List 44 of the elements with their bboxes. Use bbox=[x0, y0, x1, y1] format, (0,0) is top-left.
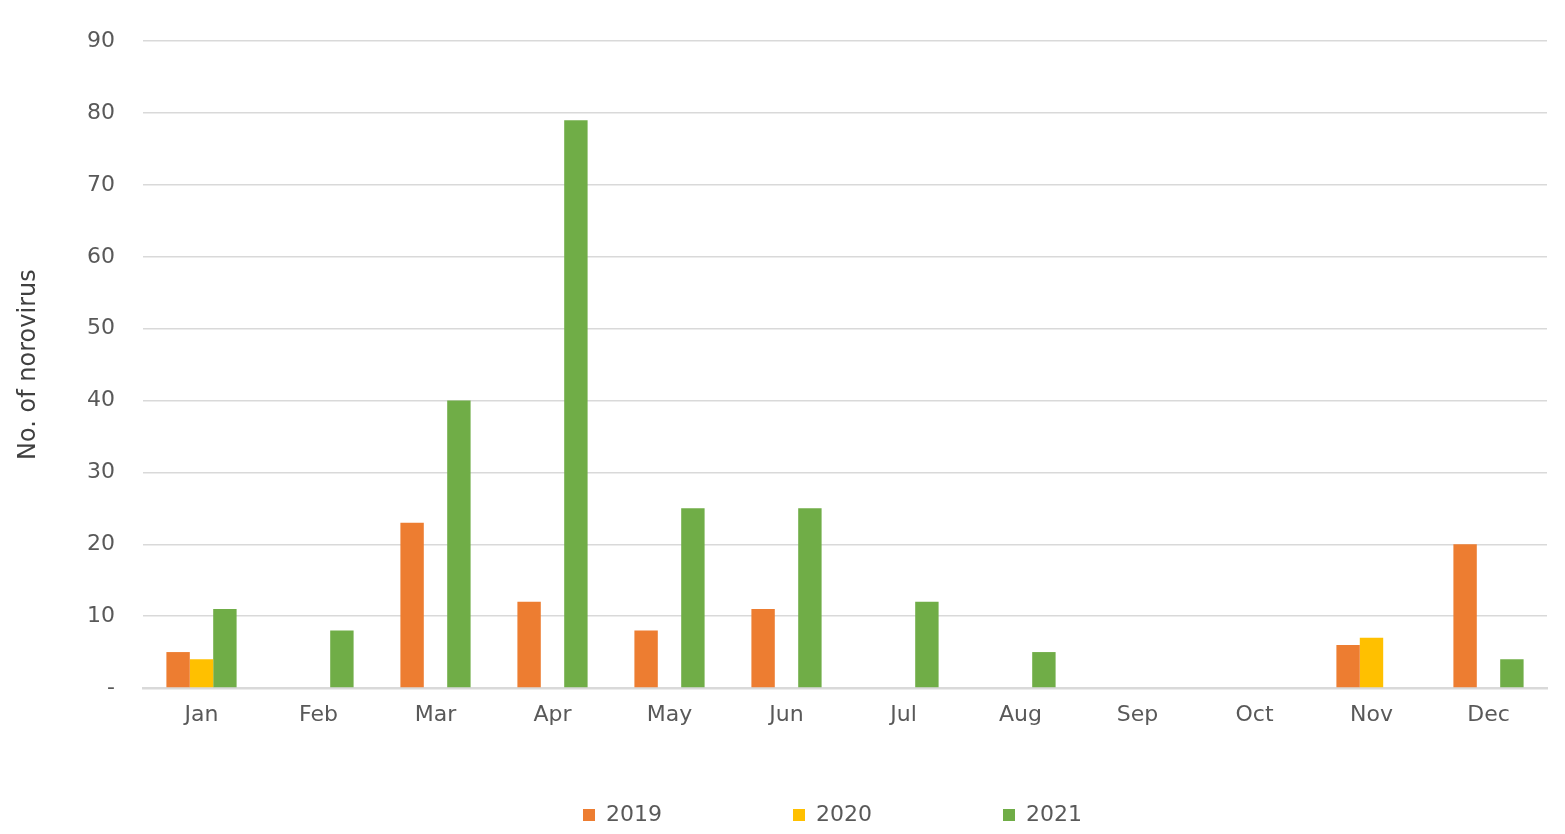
bar bbox=[447, 400, 471, 688]
y-tick-label: - bbox=[107, 673, 115, 699]
x-tick-label: Mar bbox=[414, 700, 458, 726]
bar bbox=[751, 608, 775, 688]
legend-label: 2021 bbox=[1025, 800, 1082, 826]
y-tick-label: 90 bbox=[87, 26, 115, 52]
bar bbox=[1336, 644, 1360, 688]
bar bbox=[213, 608, 237, 688]
bar bbox=[189, 659, 214, 688]
bar bbox=[400, 522, 424, 688]
x-tick-label: Dec bbox=[1467, 700, 1510, 726]
bar bbox=[915, 601, 939, 688]
bar bbox=[681, 508, 705, 688]
bar bbox=[517, 601, 541, 688]
x-tick-label: Oct bbox=[1235, 700, 1274, 726]
bar bbox=[1453, 544, 1477, 688]
legend-label: 2020 bbox=[816, 800, 873, 826]
bar bbox=[166, 652, 190, 688]
y-tick-label: 10 bbox=[87, 601, 115, 627]
bar bbox=[330, 630, 354, 688]
bar bbox=[798, 508, 822, 688]
x-tick-label: Nov bbox=[1350, 700, 1393, 726]
bar bbox=[1359, 637, 1384, 688]
bar bbox=[1032, 652, 1056, 688]
x-tick-label: Feb bbox=[299, 700, 338, 726]
y-tick-label: 60 bbox=[87, 242, 115, 268]
y-tick-label: 50 bbox=[87, 314, 115, 340]
x-tick-label: Apr bbox=[533, 700, 573, 726]
y-tick-label: 20 bbox=[87, 529, 115, 555]
legend-label: 2019 bbox=[606, 800, 663, 826]
y-tick-label: 30 bbox=[87, 458, 115, 484]
y-tick-label: 70 bbox=[87, 170, 115, 196]
y-axis-title: No. of norovirus bbox=[12, 269, 41, 460]
x-tick-label: Aug bbox=[999, 700, 1042, 726]
y-tick-label: 40 bbox=[87, 386, 115, 412]
bar bbox=[1500, 659, 1524, 688]
x-tick-label: Jul bbox=[888, 700, 917, 726]
x-tick-label: Jun bbox=[767, 700, 804, 726]
bar bbox=[634, 630, 658, 688]
y-tick-label: 80 bbox=[87, 98, 115, 124]
x-tick-label: Sep bbox=[1116, 700, 1159, 726]
bar bbox=[564, 120, 588, 688]
x-tick-label: Jan bbox=[182, 700, 219, 726]
x-tick-label: May bbox=[646, 700, 693, 726]
